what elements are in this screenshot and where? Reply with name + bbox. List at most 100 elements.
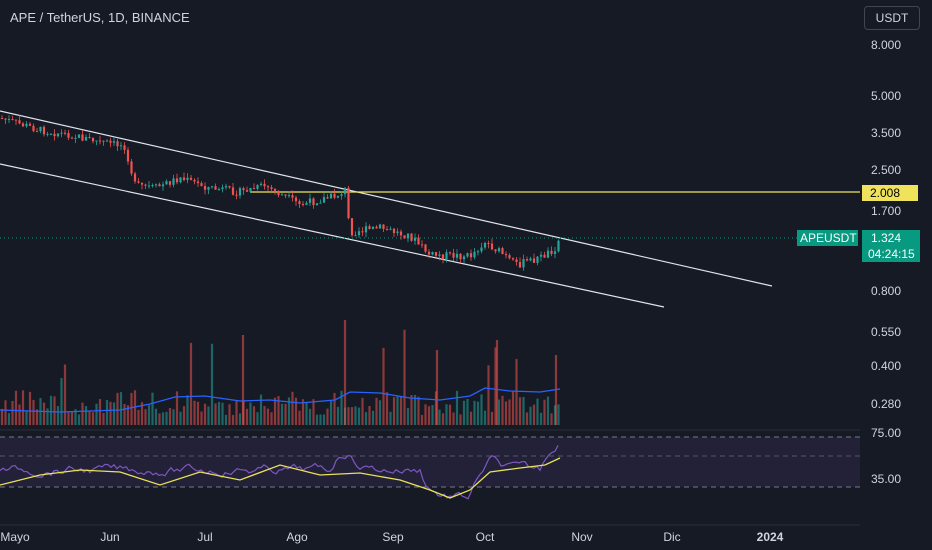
candle	[462, 256, 466, 260]
candle	[305, 202, 308, 205]
volume-bar	[396, 396, 399, 425]
volume-bar	[231, 414, 235, 425]
volume-bar	[427, 406, 431, 425]
volume-bar	[207, 406, 210, 425]
volume-bar	[35, 409, 39, 425]
candle	[109, 140, 112, 143]
price-tick-label: 1.700	[871, 204, 901, 218]
volume-bar	[249, 402, 252, 425]
volume-bar	[165, 411, 168, 425]
candle	[161, 184, 165, 187]
volume-bar	[224, 414, 228, 425]
candle	[291, 195, 294, 198]
volume-bar	[501, 395, 504, 425]
candle	[434, 252, 438, 256]
candle	[550, 250, 553, 254]
volume-bar	[546, 396, 550, 425]
volume-bar	[158, 413, 161, 425]
rsi-tick-label: 75.00	[871, 426, 901, 440]
volume-bar	[466, 398, 469, 425]
volume-bar	[455, 390, 459, 425]
volume-bar	[557, 404, 560, 425]
volume-bar	[336, 406, 340, 425]
volume-bar	[119, 392, 123, 425]
candle	[74, 137, 77, 139]
volume-bar	[172, 409, 175, 425]
volume-bar	[301, 399, 305, 425]
candle	[193, 179, 196, 182]
candle	[413, 237, 417, 241]
price-tick-label: 8.000	[871, 38, 901, 52]
candle	[420, 244, 424, 246]
volume-bar	[364, 412, 368, 425]
volume-bar	[399, 396, 403, 425]
candle	[203, 186, 207, 190]
candle	[522, 259, 525, 268]
candle	[0, 118, 4, 119]
candle	[452, 252, 455, 258]
price-tick-label: 3.500	[871, 126, 901, 140]
volume-bar	[60, 378, 63, 425]
candle	[518, 261, 522, 268]
candle	[469, 253, 473, 258]
volume-bar	[525, 412, 529, 425]
candle	[427, 251, 431, 255]
candle	[396, 231, 399, 233]
candle	[67, 133, 70, 138]
level-price-label: 2.008	[870, 186, 900, 200]
volume-bar	[161, 412, 165, 425]
candle	[137, 181, 140, 183]
price-tick-label: 2.500	[871, 163, 901, 177]
candle	[140, 182, 144, 185]
candle	[336, 195, 340, 198]
candle	[21, 123, 25, 127]
channel-lower-line	[0, 163, 665, 308]
volume-bar	[147, 405, 151, 425]
candle	[501, 248, 504, 255]
volume-bar	[361, 397, 364, 425]
volume-bar	[154, 408, 158, 425]
candle	[25, 123, 28, 127]
candle	[210, 186, 214, 188]
candle	[329, 193, 333, 199]
candle	[557, 240, 560, 252]
candle	[28, 123, 32, 126]
candle	[445, 252, 448, 260]
volume-bar	[424, 404, 427, 425]
candle	[448, 252, 452, 254]
candle	[217, 189, 221, 191]
candle	[326, 197, 329, 199]
volume-bar	[151, 392, 154, 425]
candle	[116, 141, 119, 147]
candle	[259, 183, 263, 185]
candle	[361, 231, 364, 233]
symbol-label: APEUSDT	[800, 231, 857, 245]
current-price-label: 1.324	[871, 231, 901, 245]
volume-bar	[32, 399, 35, 425]
volume-bar	[175, 391, 179, 425]
volume-bar	[308, 408, 312, 425]
volume-bar	[469, 411, 473, 425]
candle	[438, 254, 441, 256]
candle	[529, 258, 532, 261]
volume-bar	[511, 390, 515, 425]
candle	[504, 254, 508, 256]
volume-bar	[4, 400, 7, 425]
volume-bar	[375, 397, 378, 425]
candle	[487, 242, 490, 244]
volume-bar	[382, 347, 385, 425]
candle	[235, 194, 238, 196]
candle	[147, 185, 151, 187]
volume-bar	[448, 404, 452, 425]
currency-unit-button[interactable]: USDT	[864, 6, 920, 30]
candle	[214, 186, 217, 190]
candle	[392, 228, 396, 233]
volume-bar	[326, 408, 329, 425]
candle	[60, 132, 63, 134]
candle	[245, 190, 249, 192]
volume-bar	[371, 410, 375, 425]
volume-bar	[235, 400, 238, 425]
volume-bar	[277, 396, 280, 425]
candle	[35, 131, 39, 133]
